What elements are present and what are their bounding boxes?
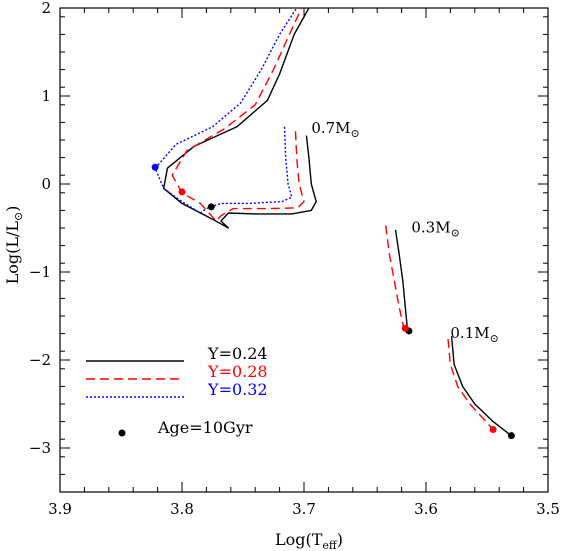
y-tick-label: 1 — [41, 87, 51, 105]
track-line-Y028-0.3M — [385, 225, 405, 330]
legend-label: Y=0.32 — [207, 380, 268, 399]
y-tick-label: −3 — [29, 439, 51, 457]
axis-ticks — [59, 7, 549, 493]
age-point — [401, 324, 409, 332]
track-line-Y028-0.7M — [171, 7, 305, 222]
tick-labels: 3.9 3.8 3.7 3.6 3.5 2 1 0 −1 −2 −3 — [29, 0, 560, 518]
x-tick-label: 3.7 — [292, 500, 316, 518]
mass-label: 0.1M⊙ — [450, 324, 498, 345]
mass-label: 0.7M⊙ — [311, 119, 359, 140]
age-point — [151, 163, 159, 171]
y-tick-label: 2 — [41, 0, 51, 17]
y-tick-label: −2 — [29, 351, 51, 369]
x-axis-title: Log(Teff) — [275, 530, 343, 551]
x-tick-label: 3.8 — [170, 500, 194, 518]
y-axis-title: Log(L/L⊙) — [3, 206, 25, 285]
x-tick-label: 3.5 — [536, 500, 560, 518]
age-point — [178, 188, 186, 196]
mass-label: 0.3M⊙ — [411, 218, 459, 239]
legend-age-marker — [118, 429, 126, 437]
legend-label: Y=0.28 — [207, 362, 268, 381]
series-layer — [154, 7, 512, 437]
y-tick-label: −1 — [29, 263, 51, 281]
x-tick-label: 3.9 — [48, 500, 72, 518]
track-line-Y024-0.1M — [450, 336, 512, 437]
annotations: 0.7M⊙ 0.3M⊙ 0.1M⊙ — [311, 119, 499, 345]
track-line-Y032-0.7M — [154, 7, 298, 214]
plot-border — [59, 7, 549, 493]
plot-frame — [59, 7, 549, 493]
x-tick-label: 3.6 — [414, 500, 438, 518]
track-line-Y024-0.3M — [394, 229, 409, 332]
age-point — [207, 203, 215, 211]
legend: Y=0.24Y=0.28Y=0.32 Age=10Gyr — [86, 344, 268, 437]
legend-age-label: Age=10Gyr — [157, 418, 253, 437]
track-line-Y028-0.1M — [447, 338, 494, 430]
y-tick-label: 0 — [41, 175, 51, 193]
track-line-Y024-0.7M — [163, 7, 317, 229]
age-point — [489, 426, 497, 434]
age-point — [507, 432, 515, 440]
legend-label: Y=0.24 — [207, 344, 268, 363]
age-points-layer — [151, 163, 515, 440]
